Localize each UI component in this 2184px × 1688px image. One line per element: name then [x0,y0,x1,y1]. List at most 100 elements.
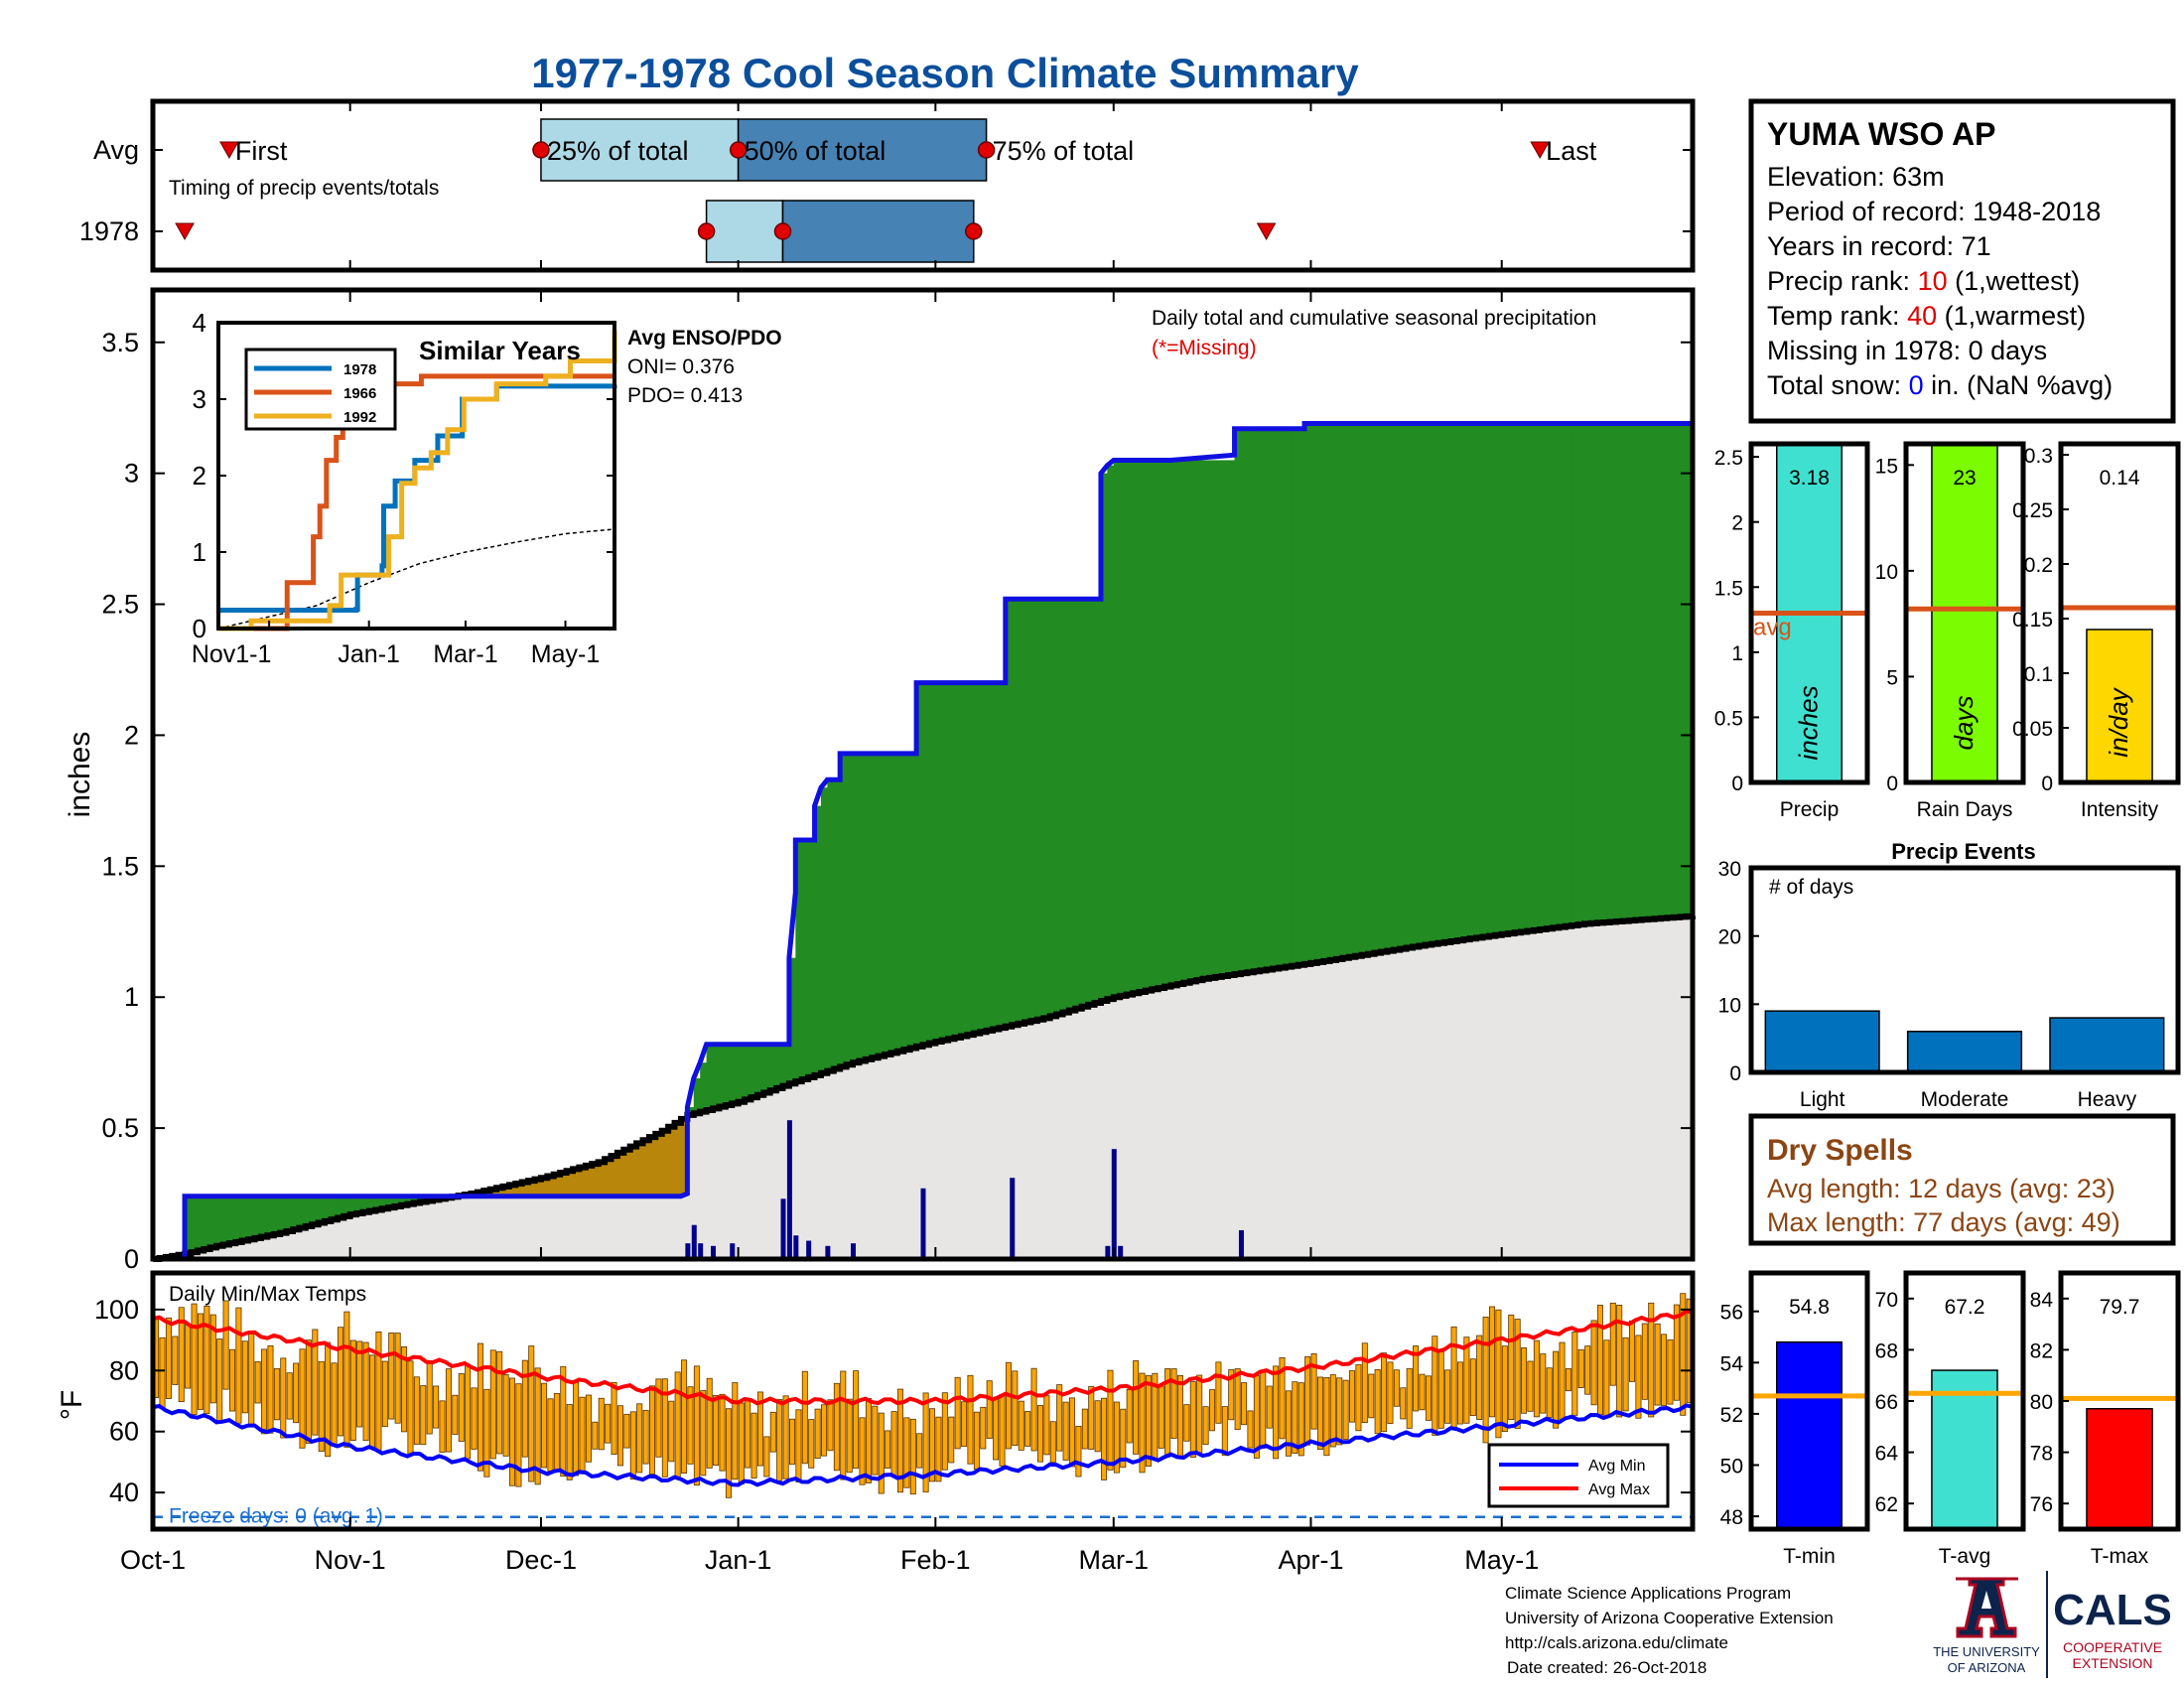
surplus-area-slice [1336,423,1344,959]
daily-temp-bar [261,1348,268,1435]
events-title: Precip Events [1891,839,2036,864]
daily-temp-bar [668,1400,675,1463]
daily-temp-bar [1176,1375,1183,1459]
mini-value-label: 79.7 [2100,1296,2140,1319]
deficit-area-slice [515,1183,523,1196]
surplus-area-slice [865,753,873,1059]
daily-temp-bar [1221,1406,1228,1457]
daily-temp-bar [789,1418,796,1466]
y1978-p75-marker [965,222,983,240]
mini-bar-t-min [1775,1340,1843,1530]
mini-panel-frame [1748,1270,1870,1532]
mini-unit-label: inches [1794,685,1824,760]
daily-temp-bar [1126,1388,1133,1444]
daily-temp-bar [433,1385,440,1429]
surplus-area-slice [1049,599,1057,1017]
surplus-area-slice [885,753,892,1055]
daily-temp-bar [1432,1336,1438,1436]
daily-temp-bar [541,1382,548,1469]
surplus-area-slice [941,682,949,1041]
mini-y-tick-label: 0.25 [2012,499,2053,522]
y1978-first-marker [175,222,195,241]
surplus-area-slice [1240,428,1248,974]
deficit-area-slice [579,1167,587,1196]
surplus-area-slice [362,1196,370,1212]
pdo-value: PDO= 0.413 [627,384,743,407]
deficit-area-slice [566,1171,574,1196]
ua-logo-line-2: OF ARIZONA [1948,1660,2026,1675]
inset-y-tick-label: 1 [193,537,206,567]
daily-temp-bar [286,1372,293,1420]
surplus-area-slice [1145,460,1153,991]
daily-temp-bar [1559,1341,1566,1421]
avg-min-line [152,1403,1694,1487]
daily-temp-bar [954,1376,961,1450]
inset-y-tick-label: 4 [193,308,206,338]
surplus-area-slice [337,1196,344,1218]
surplus-area-slice [1648,423,1656,919]
surplus-area-slice [1680,423,1688,917]
mini-y-tick-label: 66 [1875,1391,1898,1414]
daily-temp-bar [795,1409,802,1482]
main-y-tick-label: 0.5 [101,1113,139,1143]
inset-legend-label: 1966 [343,385,376,402]
station-missing: Missing in 1978: 0 days [1767,336,2047,365]
daily-temp-bar [719,1393,726,1472]
surplus-area-slice [1673,423,1681,917]
daily-temp-bar [878,1412,885,1494]
deficit-area-slice [489,1189,497,1196]
daily-temp-bar [687,1386,694,1465]
deficit-area-slice [521,1182,529,1196]
surplus-area-slice [1234,428,1242,975]
event-category-label: Moderate [1921,1088,2009,1111]
station-info-box: YUMA WSO AP Elevation: 63m Period of rec… [1748,98,2176,424]
timing-label-p50: 50% of total [745,136,887,166]
daily-temp-bar [280,1357,287,1439]
mini-y-tick-label: 0 [1886,773,1898,795]
events-y-tick-label: 10 [1718,994,1741,1017]
daily-temp-bar [1266,1385,1273,1429]
mini-panel-frame [1748,441,1870,785]
daily-temp-bar [445,1368,452,1453]
x-tick-label: Dec-1 [505,1545,577,1575]
daily-temp-bar [1482,1316,1489,1444]
avg-box-25-50 [540,118,740,182]
daily-temp-bar [1450,1326,1457,1430]
surplus-area-slice [808,839,816,1077]
event-category-label: Heavy [2078,1088,2137,1111]
mini-y-tick-label: 76 [2030,1493,2053,1516]
mini-y-tick-label: 0.5 [1714,707,1743,730]
daily-temp-bar [1629,1320,1636,1382]
daily-temp-bar [1661,1334,1668,1406]
timing-label-p25: 25% of total [547,136,689,166]
daily-temp-bar [1062,1401,1069,1461]
daily-temp-bar [738,1402,745,1484]
daily-temp-bar [401,1346,408,1433]
daily-temp-bar [872,1405,879,1476]
event-bar [2049,1017,2165,1073]
surplus-area-slice [1253,428,1261,972]
daily-precip-bar [851,1243,856,1259]
surplus-area-slice [216,1196,224,1246]
surplus-area-slice [1215,460,1223,977]
daily-temp-bar [1030,1367,1037,1452]
surplus-area-slice [1120,460,1128,996]
daily-temp-bar [1533,1339,1540,1418]
surplus-area-slice [1577,423,1585,925]
surplus-area-slice [713,1044,721,1109]
daily-temp-bar [1635,1335,1642,1419]
temps-frame [150,1270,1696,1532]
deficit-area-slice [496,1188,504,1196]
daily-temp-bar [916,1433,923,1469]
mini-y-tick-label: 0.15 [2012,609,2053,632]
y1978-box-25-50 [705,200,784,263]
daily-temp-bar [1400,1387,1407,1420]
temps-title: Daily Min/Max Temps [169,1283,366,1306]
footer-line-1: Climate Science Applications Program [1505,1584,1791,1603]
daily-temp-bar [1253,1374,1260,1459]
daily-temp-bar [1024,1411,1031,1447]
daily-temp-bar [172,1336,179,1385]
surplus-area-slice [1476,423,1484,938]
daily-temp-bar [1316,1376,1323,1451]
